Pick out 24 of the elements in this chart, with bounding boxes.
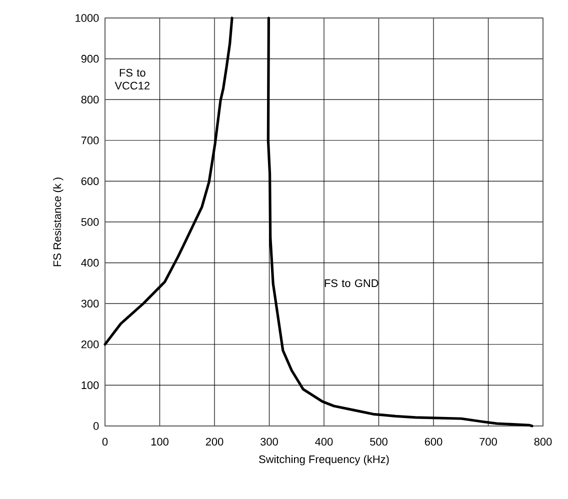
y-tick-label: 800 (81, 96, 99, 104)
x-tick-label: 400 (315, 438, 333, 446)
y-tick-label: 600 (81, 177, 99, 186)
x-tick-label: 100 (151, 438, 168, 446)
x-tick-label: 800 (534, 438, 552, 446)
y-tick-label: 1000 (76, 14, 99, 22)
y-tick-label: 500 (81, 218, 99, 226)
x-tick-label: 700 (480, 438, 497, 446)
y-tick-label: 100 (82, 381, 99, 390)
x-tick-label: 200 (206, 438, 224, 446)
y-axis-title: FS Resistance (k ) (53, 178, 64, 266)
x-axis-title: Switching Frequency (kHz) (259, 455, 389, 466)
y-tick-label: 0 (93, 422, 99, 430)
x-tick-label: 500 (370, 438, 388, 446)
y-tick-label: 700 (81, 136, 99, 144)
y-tick-label: 900 (81, 54, 99, 63)
x-tick-label: 600 (424, 438, 442, 446)
y-tick-label: 300 (81, 300, 99, 308)
x-tick-label: 0 (102, 438, 108, 446)
annotation: FS to GND (324, 279, 378, 288)
y-tick-label: 400 (81, 258, 99, 267)
y-tick-label: 200 (81, 340, 99, 348)
annotation: FS to VCC12 (114, 68, 150, 90)
x-tick-label: 300 (260, 438, 278, 446)
